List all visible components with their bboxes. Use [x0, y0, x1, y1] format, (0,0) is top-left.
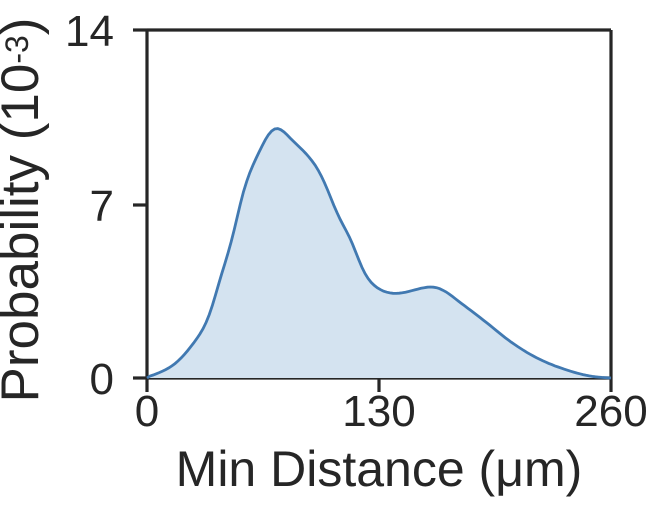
svg-text:7: 7 — [90, 182, 114, 231]
svg-text:Probability (10-3): Probability (10-3) — [0, 18, 50, 403]
svg-text:Min Distance (μm): Min Distance (μm) — [176, 441, 583, 497]
svg-text:260: 260 — [574, 387, 647, 436]
svg-text:0: 0 — [135, 387, 159, 436]
svg-text:0: 0 — [90, 355, 114, 404]
svg-text:14: 14 — [65, 7, 114, 56]
svg-text:130: 130 — [342, 387, 415, 436]
